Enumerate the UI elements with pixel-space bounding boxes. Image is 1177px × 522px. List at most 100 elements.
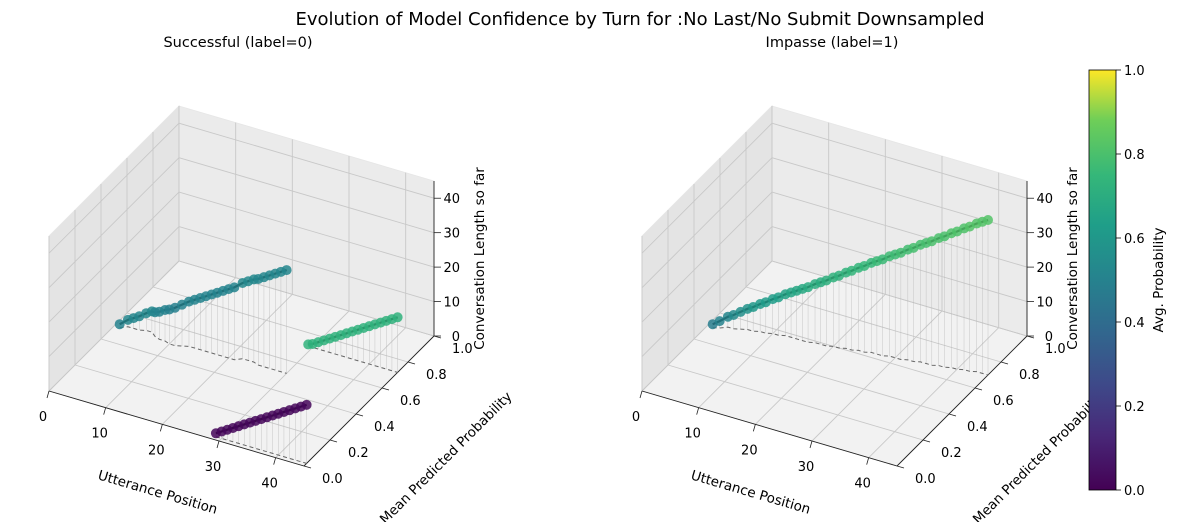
y-tick-label: 0.2 (348, 446, 369, 461)
grid-line (48, 191, 180, 323)
y-tick-label: 0.8 (426, 368, 447, 383)
grid-line (693, 338, 950, 415)
x-tick-label: 30 (205, 460, 222, 475)
z-tick-label: 10 (1036, 296, 1053, 311)
y-tick (355, 413, 364, 417)
x-tick-label: 30 (798, 460, 815, 475)
y-tick-label: 0.6 (993, 394, 1014, 409)
y-axis-label: Mean Predicted Probability (377, 389, 516, 522)
y-tick (922, 439, 931, 443)
x-tick-label: 20 (741, 443, 758, 458)
z-axis-label: Conversation Length so far (472, 167, 488, 350)
grid-line (641, 226, 773, 357)
y-axis-label: Mean Predicted Probability (970, 389, 1109, 522)
grid-line (178, 157, 435, 234)
grid-line (698, 277, 829, 408)
y-axis-line (303, 335, 435, 467)
z-tick-label: 20 (443, 261, 460, 276)
x-tick (46, 390, 50, 399)
x-tick-label: 40 (854, 477, 871, 492)
y-tick (948, 413, 957, 417)
x-tick-label: 0 (39, 410, 47, 425)
x-axis-label: Utterance Position (96, 468, 219, 518)
y-tick (329, 439, 338, 443)
x-tick (639, 390, 643, 399)
x-tick-label: 10 (91, 427, 108, 442)
grid-line (178, 226, 435, 302)
grid-line (868, 327, 999, 458)
floor-projection (712, 326, 989, 376)
grid-line (48, 157, 180, 288)
figure-title: Evolution of Model Confidence by Turn fo… (295, 9, 984, 30)
z-tick-label: 40 (1036, 192, 1053, 207)
data-point (714, 316, 725, 327)
floor-projection (119, 326, 287, 374)
x-tick (103, 407, 107, 415)
y-tick (381, 387, 390, 391)
grid-line (641, 122, 773, 254)
y-tick-label: 0.4 (374, 420, 395, 435)
y-tick-label: 0.8 (1019, 368, 1040, 383)
colorbar-tick-label: 0.6 (1124, 232, 1145, 247)
x-axis-label: Utterance Position (689, 468, 812, 518)
z-axis-label: Conversation Length so far (1065, 167, 1081, 350)
grid-line (641, 260, 773, 392)
z-tick-label: 20 (1036, 261, 1053, 276)
data-point (229, 282, 240, 293)
z-tick-label: 30 (1036, 227, 1053, 242)
grid-line (275, 327, 406, 458)
grid-line (641, 157, 773, 288)
z-tick-label: 0 (452, 330, 460, 345)
grid-line (771, 226, 1028, 302)
colorbar-label: Avg. Probability (1151, 228, 1167, 333)
grid-line (105, 277, 236, 408)
data-point (983, 215, 993, 225)
colorbar: 0.0 0.2 0.4 0.6 0.8 1.0 Avg. Probability (1088, 64, 1167, 499)
grid-line (771, 260, 1028, 337)
floor-projection (215, 436, 307, 464)
grid-line (48, 226, 180, 357)
grid-line (641, 191, 773, 323)
y-tick (896, 465, 905, 469)
y-tick-label: 1.0 (1045, 342, 1066, 357)
x-tick (696, 407, 700, 415)
y-axis-line (896, 335, 1028, 467)
x-tick (273, 457, 277, 465)
grid-line (771, 122, 1028, 199)
colorbar-tick-label: 1.0 (1124, 64, 1145, 79)
z-tick-label: 30 (443, 227, 460, 242)
x-tick (752, 424, 756, 432)
y-tick-label: 0.0 (915, 472, 936, 487)
grid-line (667, 364, 924, 441)
data-point (281, 265, 292, 276)
colorbar-gradient (1088, 69, 1117, 491)
z-tick-label: 40 (443, 192, 460, 207)
grid-line (48, 122, 180, 254)
y-tick (974, 387, 983, 391)
x-axis-line (641, 390, 898, 467)
grid-line (74, 364, 331, 441)
y-tick-label: 0.6 (400, 394, 421, 409)
y-tick (407, 361, 416, 365)
grid-line (178, 191, 435, 268)
x-tick (866, 457, 870, 465)
colorbar-tick-label: 0.8 (1124, 148, 1145, 163)
grid-line (48, 260, 180, 392)
colorbar-tick-label: 0.0 (1124, 484, 1145, 499)
y-tick-label: 0.4 (967, 420, 988, 435)
x-tick (159, 424, 163, 432)
grid-line (745, 286, 1002, 363)
colorbar-tick-label: 0.2 (1124, 400, 1145, 415)
y-tick-label: 0.0 (322, 472, 343, 487)
x-tick-label: 40 (261, 477, 278, 492)
grid-line (162, 294, 293, 425)
x-tick-label: 0 (632, 410, 640, 425)
grid-line (218, 310, 350, 442)
floor-projection (307, 344, 398, 373)
x-axis-line (48, 390, 305, 467)
y-tick (303, 465, 312, 469)
data-point (301, 399, 312, 410)
